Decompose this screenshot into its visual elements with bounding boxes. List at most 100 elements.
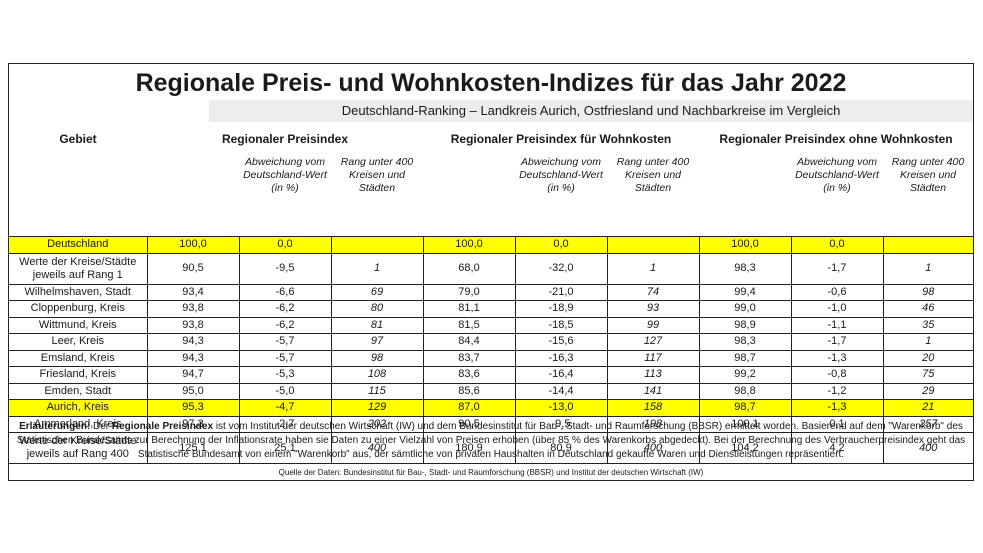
cell-index: 100,0 <box>147 236 240 254</box>
table-row: Friesland, Kreis 94,7 -5,3 108 83,6 -16,4 113 9… <box>9 366 973 384</box>
table-row: Emden, Stadt 95,0 -5,0 115 85,6 -14,4 141 98,8-… <box>9 383 973 400</box>
cell-deviation: -6,2 <box>239 317 332 334</box>
cell-rank: 81 <box>331 317 424 334</box>
cell-rank: 46 <box>883 300 973 318</box>
cell-deviation: 0,0 <box>515 236 608 254</box>
cell-rank: 400 <box>883 432 973 464</box>
table-row: Wilhelmshaven, Stadt 93,4 -6,6 69 79,0 -21,0 7… <box>9 284 973 301</box>
cell-rank: 1 <box>331 253 424 285</box>
cell-rank: 202 <box>331 416 424 433</box>
page-subtitle: Deutschland-Ranking – Landkreis Aurich, … <box>209 100 973 122</box>
cell-rank: 29 <box>883 383 973 400</box>
cell-rank: 400 <box>607 432 700 464</box>
cell-deviation: -1,3 <box>791 399 884 417</box>
cell-index: 98,3 <box>699 253 792 285</box>
row-area-name: Emden, Stadt <box>9 383 148 400</box>
cell-deviation: -13,0 <box>515 399 608 417</box>
header-group-price-index: Regionaler Preisindex <box>221 132 349 146</box>
cell-deviation: -1,7 <box>791 253 884 285</box>
cell-index: 94,7 <box>147 366 240 384</box>
cell-index: 99,4 <box>699 284 792 301</box>
cell-deviation: -1,7 <box>791 333 884 351</box>
cell-rank: 1 <box>883 333 973 351</box>
cell-deviation: -4,7 <box>239 399 332 417</box>
header-group-housing-index: Regionaler Preisindex für Wohnkosten <box>450 132 672 146</box>
table-row: Leer, Kreis 94,3 -5,7 97 84,4 -15,6 127 98,3 -1,… <box>9 333 973 351</box>
cell-rank: 129 <box>331 399 424 417</box>
cell-deviation: -1,0 <box>791 300 884 318</box>
cell-deviation: -15,6 <box>515 333 608 351</box>
cell-deviation: -5,7 <box>239 333 332 351</box>
header-row: Gebiet Regionaler Preisindex Regionaler … <box>9 126 973 152</box>
row-area-name: Cloppenburg, Kreis <box>9 300 148 318</box>
row-area-name: Emsland, Kreis <box>9 350 148 367</box>
table-row: Werte der Kreise/Städte jeweils auf Rang … <box>9 432 973 464</box>
table-row: Werte der Kreise/Städte jeweils auf Rang … <box>9 253 973 285</box>
cell-deviation: -5,3 <box>239 366 332 384</box>
cell-index: 85,6 <box>423 383 516 400</box>
cell-index: 84,4 <box>423 333 516 351</box>
cell-index: 99,2 <box>699 366 792 384</box>
cell-deviation: -32,0 <box>515 253 608 285</box>
cell-rank: 108 <box>331 366 424 384</box>
header-group-non-housing-index: Regionaler Preisindex ohne Wohnkosten <box>719 132 953 146</box>
cell-index: 87,0 <box>423 399 516 417</box>
cell-deviation: -16,4 <box>515 366 608 384</box>
cell-rank: 400 <box>331 432 424 464</box>
cell-rank <box>331 236 424 254</box>
cell-rank: 141 <box>607 383 700 400</box>
row-area-name: Wittmund, Kreis <box>9 317 148 334</box>
row-area-name: Werte der Kreise/Städte jeweils auf Rang … <box>9 253 148 285</box>
cell-rank: 80 <box>331 300 424 318</box>
cell-index: 100,1 <box>699 416 792 433</box>
cell-deviation: 0,1 <box>791 416 884 433</box>
row-area-name: Werte der Kreise/Städte jeweils auf Rang … <box>9 432 148 464</box>
table-body: Deutschland 100,0 0,0 100,0 0,0 100,0 0,0 Werte… <box>9 236 973 464</box>
cell-index: 81,5 <box>423 317 516 334</box>
table-row: Wittmund, Kreis 93,8 -6,2 81 81,5 -18,5 99 98,9… <box>9 317 973 334</box>
cell-index: 79,0 <box>423 284 516 301</box>
cell-rank <box>607 236 700 254</box>
subheader-deviation: Abweichung vom Deutschland-Wert (in %) <box>243 156 327 194</box>
cell-index: 98,9 <box>699 317 792 334</box>
cell-rank: 75 <box>883 366 973 384</box>
cell-index: 93,8 <box>147 317 240 334</box>
cell-deviation: -1,2 <box>791 383 884 400</box>
cell-index: 95,3 <box>147 399 240 417</box>
cell-rank: 98 <box>883 284 973 301</box>
cell-deviation: -0,6 <box>791 284 884 301</box>
cell-deviation: -5,7 <box>239 350 332 367</box>
cell-deviation: -18,5 <box>515 317 608 334</box>
cell-index: 93,8 <box>147 300 240 318</box>
cell-index: 98,7 <box>699 350 792 367</box>
row-area-name: Leer, Kreis <box>9 333 148 351</box>
cell-index: 95,0 <box>147 383 240 400</box>
table-row: Deutschland 100,0 0,0 100,0 0,0 100,0 0,0 <box>9 236 973 254</box>
subheader-deviation: Abweichung vom Deutschland-Wert (in %) <box>795 156 879 194</box>
cell-rank: 74 <box>607 284 700 301</box>
cell-index: 99,0 <box>699 300 792 318</box>
explanation-note: Erläuterungen: Der Regionale Preisindex … <box>16 421 966 460</box>
table-row: Ammerland, Kreis 97,3 -2,7 202 90,5 -9,5 198 10… <box>9 416 973 433</box>
cell-deviation: -0,8 <box>791 366 884 384</box>
cell-index: 83,6 <box>423 366 516 384</box>
cell-rank: 113 <box>607 366 700 384</box>
cell-rank: 158 <box>607 399 700 417</box>
cell-index: 94,3 <box>147 333 240 351</box>
subheader-rank: Rang unter 400 Kreisen und Städten <box>616 156 690 194</box>
cell-rank: 35 <box>883 317 973 334</box>
row-area-name: Friesland, Kreis <box>9 366 148 384</box>
cell-rank: 117 <box>607 350 700 367</box>
subheader-deviation: Abweichung vom Deutschland-Wert (in %) <box>519 156 603 194</box>
cell-rank: 115 <box>331 383 424 400</box>
cell-index: 98,3 <box>699 333 792 351</box>
cell-rank: 97 <box>331 333 424 351</box>
subheader-row: Abweichung vom Deutschland-Wert (in %) Ran… <box>9 152 973 237</box>
cell-index: 125,1 <box>147 432 240 464</box>
cell-rank: 93 <box>607 300 700 318</box>
cell-rank: 257 <box>883 416 973 433</box>
cell-rank: 98 <box>331 350 424 367</box>
cell-deviation: -14,4 <box>515 383 608 400</box>
table-row: Cloppenburg, Kreis 93,8 -6,2 80 81,1 -18,9 93 9… <box>9 300 973 318</box>
header-area: Gebiet <box>59 132 97 146</box>
